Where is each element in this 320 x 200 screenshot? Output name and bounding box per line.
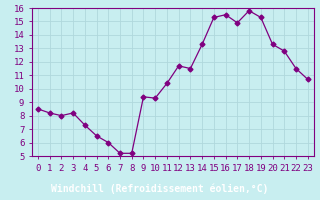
Text: Windchill (Refroidissement éolien,°C): Windchill (Refroidissement éolien,°C) — [51, 183, 269, 194]
